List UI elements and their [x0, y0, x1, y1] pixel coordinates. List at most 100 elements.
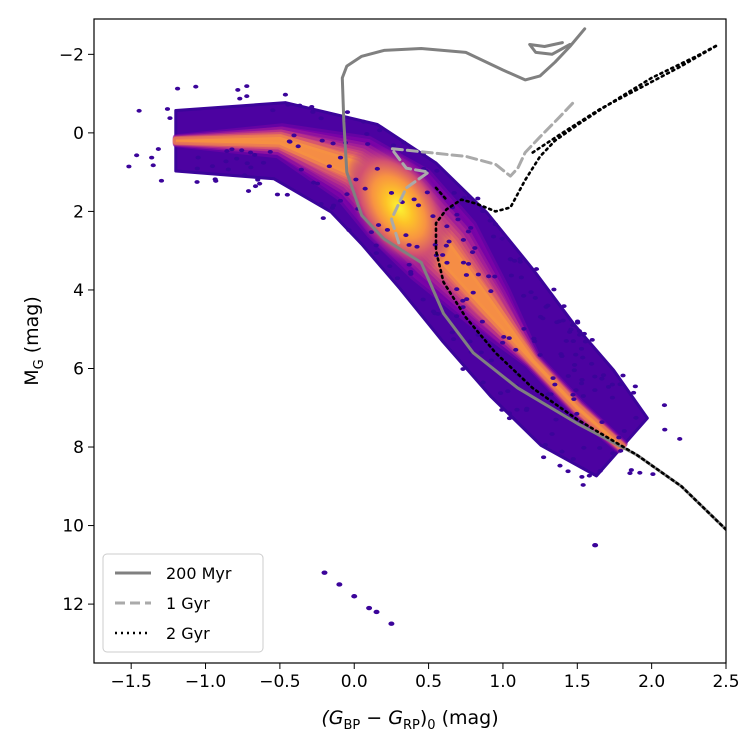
density-hex [353, 177, 359, 182]
density-hex [257, 181, 263, 186]
density-hex [432, 311, 438, 316]
density-hex [223, 159, 229, 164]
y-tick-label: 2 [73, 202, 84, 222]
density-hex [406, 262, 412, 267]
density-hex [362, 186, 368, 191]
density-hex [560, 318, 566, 323]
density-hex [650, 472, 656, 477]
density-hex [373, 251, 379, 256]
density-hex [528, 290, 534, 295]
density-hex [499, 236, 505, 241]
density-hex [194, 180, 200, 184]
density-hex [559, 354, 565, 358]
density-hex [589, 337, 595, 342]
outlier-point [351, 594, 358, 599]
density-hex [545, 392, 551, 397]
density-hex [330, 203, 337, 208]
density-hex [501, 335, 507, 339]
density-hex [387, 264, 393, 269]
density-hex [444, 260, 450, 265]
x-tick-label: −1.5 [111, 672, 152, 692]
density-hex [597, 469, 603, 473]
density-hex [449, 330, 455, 335]
density-hex [570, 339, 576, 344]
density-hex [158, 178, 165, 183]
density-hex [430, 214, 436, 219]
density-hex [460, 238, 467, 242]
isochrone-2-gyr [434, 43, 726, 531]
density-hex [521, 326, 527, 331]
density-hex [630, 390, 637, 395]
density-hex [242, 173, 248, 178]
density-hex [384, 227, 391, 232]
density-hex [490, 234, 497, 239]
density-hex [632, 384, 638, 389]
y-tick-label: 8 [73, 438, 84, 458]
density-hex [411, 197, 417, 202]
isochrone-200-myr [340, 27, 726, 531]
density-hex [508, 273, 514, 278]
legend-label-1gyr: 1 Gyr [166, 594, 210, 613]
isochrone-curves [340, 27, 726, 531]
density-hex [605, 384, 612, 389]
density-hex [570, 392, 576, 397]
density-hex [374, 166, 380, 171]
density-hex [126, 164, 132, 169]
outlier-point [336, 582, 343, 587]
density-hex [600, 373, 607, 378]
density-hex [388, 191, 395, 195]
density-hex [627, 471, 633, 476]
isochrone-200-myr [528, 41, 572, 56]
density-hex [463, 273, 470, 277]
density-hex [618, 448, 624, 453]
density-hex [582, 339, 589, 344]
density-hex [570, 457, 576, 461]
density-hex [514, 407, 520, 412]
density-hex [621, 429, 627, 433]
density-hex [414, 244, 420, 249]
density-hex [194, 166, 200, 171]
density-hex [609, 382, 615, 387]
density-hex [401, 140, 407, 145]
density-hex [164, 107, 171, 111]
density-hex [460, 367, 466, 371]
y-axis-label: MG (mag) [21, 296, 47, 386]
density-hex [517, 259, 523, 264]
density-hex [377, 128, 383, 133]
density-hex [213, 179, 219, 183]
density-hex [434, 168, 440, 173]
density-hex [244, 94, 250, 99]
x-tick-label: 1.0 [489, 672, 516, 692]
density-hex [225, 167, 231, 172]
density-hex [297, 103, 303, 108]
x-tick-label: 2.0 [638, 672, 665, 692]
density-hex [581, 331, 587, 336]
density-hex [318, 116, 324, 121]
density-hex [475, 333, 481, 337]
density-hex [460, 260, 467, 265]
density-hex [234, 156, 240, 161]
density-hex [318, 201, 324, 206]
density-hex [460, 298, 466, 303]
density-hex [193, 84, 199, 89]
density-hex [255, 177, 261, 182]
density-hex [286, 139, 292, 144]
axes-frame [93, 18, 727, 664]
density-hex [580, 355, 586, 360]
density-hex [466, 194, 472, 199]
density-hex [360, 119, 367, 124]
density-hex [580, 394, 586, 398]
y-tick-label: 0 [73, 124, 84, 144]
density-core [345, 145, 452, 270]
density-hex [150, 163, 156, 168]
density-hex [592, 374, 598, 379]
density-hex [319, 138, 325, 143]
density-hex [267, 149, 273, 154]
density-hex [237, 96, 243, 101]
density-hex [532, 296, 538, 300]
density-hex [633, 415, 639, 420]
density-hex [475, 272, 481, 277]
density-hex [344, 110, 351, 115]
density-hex [444, 224, 450, 229]
